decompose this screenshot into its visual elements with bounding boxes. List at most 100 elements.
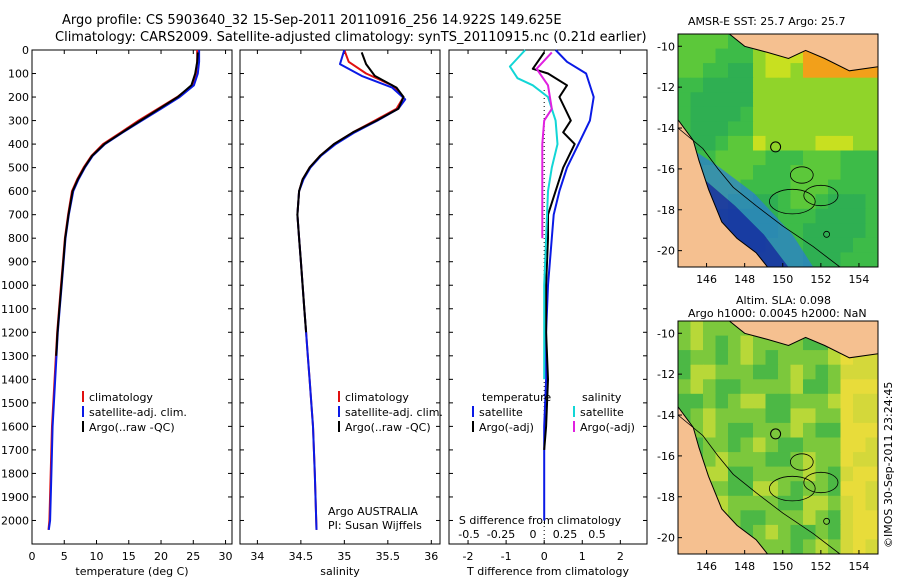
ocean-cell <box>803 135 817 152</box>
ocean-cell <box>815 63 829 79</box>
ocean-cell <box>790 408 804 424</box>
ocean-cell <box>740 466 754 482</box>
ocean-cell <box>803 510 817 526</box>
ocean-cell <box>703 92 717 108</box>
ocean-cell <box>865 524 878 541</box>
ocean-cell <box>728 408 742 424</box>
map-bottom-subtitle: Argo h1000: 0.0045 h2000: NaN <box>688 307 867 320</box>
ocean-cell <box>828 452 842 468</box>
ocean-cell <box>703 135 717 152</box>
ocean-cell <box>678 335 692 351</box>
ocean-cell <box>828 106 842 122</box>
legend-temp-satellite: satellite <box>472 406 523 419</box>
ocean-cell <box>715 63 729 79</box>
ocean-cell <box>765 179 779 195</box>
ocean-cell <box>865 466 878 482</box>
ocean-cell <box>815 179 829 195</box>
ocean-cell <box>840 135 854 152</box>
ocean-cell <box>703 106 717 122</box>
y-tick-label: 1400 <box>1 373 29 386</box>
ocean-cell <box>690 92 704 108</box>
map-y-tick-label: -18 <box>657 204 675 217</box>
ocean-cell <box>715 364 729 380</box>
ocean-cell <box>678 364 692 380</box>
x-tick-label: 30 <box>219 550 233 563</box>
ocean-cell <box>853 106 867 122</box>
ocean-cell <box>678 63 692 79</box>
map-x-tick-label: 146 <box>696 273 717 286</box>
ocean-cell <box>865 165 878 181</box>
ocean-cell <box>828 524 842 541</box>
y-tick-label: 1200 <box>1 326 29 339</box>
map-x-tick-label: 152 <box>810 560 831 573</box>
ocean-cell <box>828 252 842 267</box>
ocean-cell <box>828 495 842 511</box>
ocean-cell <box>828 350 842 366</box>
ocean-cell <box>740 422 754 439</box>
ocean-cell <box>840 452 854 468</box>
y-tick-label: 300 <box>8 115 29 128</box>
ocean-cell <box>803 223 817 239</box>
depth-contour <box>678 127 841 267</box>
ocean-cell <box>703 452 717 468</box>
ocean-cell <box>678 379 692 395</box>
ocean-cell <box>740 48 754 64</box>
ocean-cell <box>853 539 867 554</box>
ocean-cell <box>865 539 878 554</box>
ocean-cell <box>765 364 779 380</box>
ocean-cell <box>678 34 692 50</box>
ocean-cell <box>853 77 867 93</box>
ocean-cell <box>790 194 804 210</box>
ocean-cell <box>865 77 878 93</box>
ocean-cell <box>815 466 829 482</box>
ocean-cell <box>865 106 878 122</box>
map-y-tick-label: -16 <box>657 163 675 176</box>
ocean-cell <box>753 452 767 468</box>
ocean-cell <box>853 92 867 108</box>
ocean-cell <box>815 481 829 497</box>
ocean-cell <box>690 408 704 424</box>
legend-label: Argo(-adj) <box>580 421 635 434</box>
ocean-cell <box>803 208 817 224</box>
ocean-cell <box>778 194 792 210</box>
ocean-cell <box>828 165 842 181</box>
legend-swatch-cyan <box>573 406 575 417</box>
legend-swatch-black <box>338 421 340 432</box>
ocean-cell <box>765 150 779 166</box>
ocean-cell <box>690 63 704 79</box>
ocean-cell <box>778 350 792 366</box>
map-x-tick-label: 154 <box>848 273 869 286</box>
x-tick-label: 0 <box>541 550 548 563</box>
imos-timestamp: ©IMOS 30-Sep-2011 23:24:45 <box>882 381 895 548</box>
ocean-cell <box>828 92 842 108</box>
map-y-tick-label: -14 <box>657 122 675 135</box>
ocean-cell <box>853 466 867 482</box>
ocean-cell <box>740 364 754 380</box>
ocean-cell <box>803 422 817 439</box>
ocean-cell <box>728 135 742 152</box>
ocean-cell <box>865 495 878 511</box>
x-tick-label: -1 <box>501 550 512 563</box>
ocean-cell <box>715 408 729 424</box>
ocean-cell <box>828 379 842 395</box>
ocean-cell <box>840 150 854 166</box>
ocean-cell <box>790 135 804 152</box>
ocean-cell <box>840 481 854 497</box>
legend-satellite: satellite-adj. clim. <box>338 406 443 419</box>
map-y-tick-label: -10 <box>657 327 675 340</box>
ocean-cell <box>765 63 779 79</box>
x-tick-label: 2 <box>617 550 624 563</box>
ocean-cell <box>740 77 754 93</box>
ocean-cell <box>840 510 854 526</box>
ocean-cell <box>790 350 804 366</box>
ocean-cell <box>865 150 878 166</box>
ocean-cell <box>715 422 729 439</box>
ocean-cell <box>828 510 842 526</box>
ocean-cell <box>740 150 754 166</box>
ocean-cell <box>815 223 829 239</box>
ocean-cell <box>740 165 754 181</box>
series-line <box>47 50 201 531</box>
legend-label: Argo(-adj) <box>479 421 534 434</box>
ocean-cell <box>853 481 867 497</box>
ocean-cell <box>715 150 729 166</box>
